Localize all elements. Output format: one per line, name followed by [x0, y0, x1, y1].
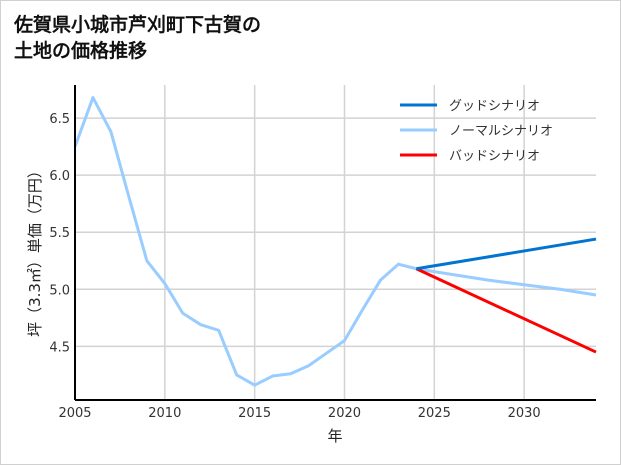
title-line-2: 土地の価格推移: [14, 40, 148, 62]
y-axis-label: 坪（3.3㎡）単価（万円）: [26, 163, 44, 337]
x-axis-label: 年: [327, 427, 342, 445]
y-tick-label: 6.0: [49, 169, 70, 184]
chart-title: 佐賀県小城市芦刈町下古賀の 土地の価格推移: [14, 12, 261, 64]
x-tick-label: 2005: [58, 406, 91, 421]
series-line-2: [415, 267, 597, 354]
x-tick-label: 2010: [148, 406, 181, 421]
y-tick-label: 5.5: [49, 226, 70, 241]
y-tick-label: 5.0: [49, 283, 70, 298]
y-tick-label: 4.5: [49, 340, 70, 355]
x-tick-label: 2015: [238, 406, 271, 421]
series-line-1: [73, 96, 597, 387]
legend-label: ノーマルシナリオ: [449, 124, 553, 139]
legend-label: グッドシナリオ: [449, 99, 540, 114]
x-tick-label: 2020: [328, 406, 361, 421]
legend-label: バッドシナリオ: [449, 149, 540, 164]
series-line-0: [416, 237, 597, 271]
x-tick-label: 2030: [508, 406, 541, 421]
x-tick-label: 2025: [418, 406, 451, 421]
y-tick-label: 6.5: [49, 112, 70, 127]
title-line-1: 佐賀県小城市芦刈町下古賀の: [14, 14, 262, 36]
